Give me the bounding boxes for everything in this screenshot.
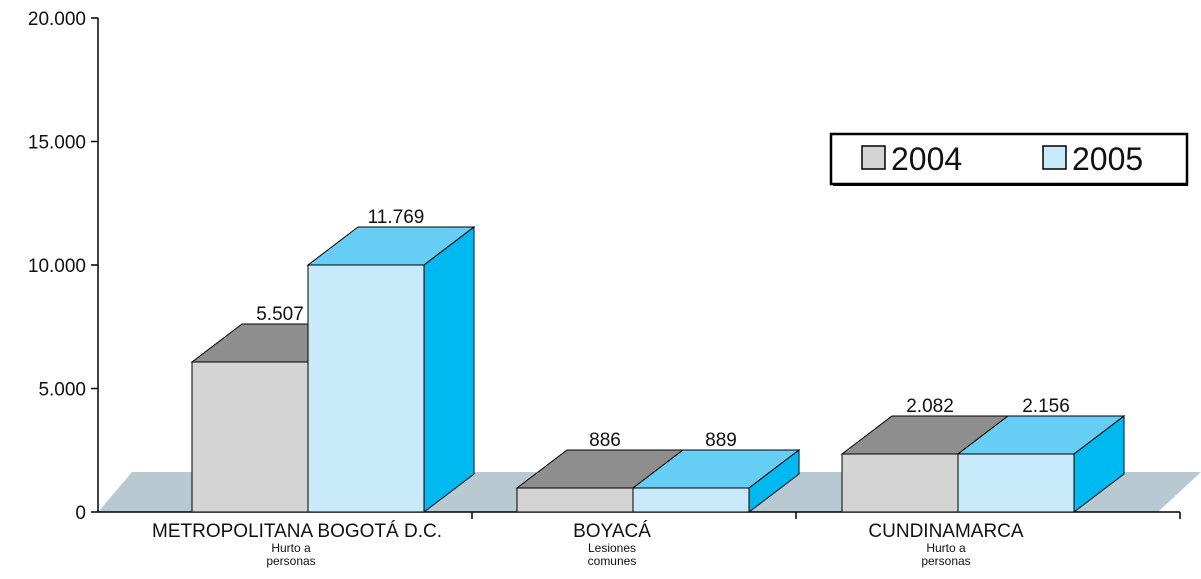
bar-front-face [841, 453, 959, 513]
bar-side-face [423, 225, 475, 514]
bar-front-face [191, 361, 309, 513]
legend-swatch-2004 [861, 145, 886, 170]
y-tick-label: 0 [75, 503, 86, 524]
data-label: 886 [589, 430, 621, 451]
data-label: 11.769 [368, 207, 425, 228]
bar-2004-2: 2.082 [840, 396, 1010, 513]
y-tick-label: 20.000 [28, 9, 86, 30]
y-axis: 0 5.000 10.000 15.000 20.000 [28, 9, 99, 524]
bar-front-face [307, 264, 425, 513]
x-tick-sublabel: Hurto a [271, 541, 311, 555]
data-label: 5.507 [256, 304, 304, 325]
x-tick-sublabel: comunes [588, 554, 637, 568]
x-tick-sublabel: personas [266, 554, 315, 568]
x-tick-label: METROPOLITANA BOGOTÁ D.C. [152, 521, 442, 542]
bar-front-face [516, 487, 634, 513]
x-tick-sublabel: Hurto a [926, 541, 966, 555]
bar-2005-2: 2.156 [956, 396, 1126, 514]
data-label: 2.082 [906, 396, 954, 417]
legend-box [829, 132, 1189, 186]
legend-label-2005: 2005 [1072, 141, 1143, 177]
bar-front-face [957, 453, 1075, 513]
legend: 2004 2005 [829, 132, 1189, 186]
bars: 5.507 11.769 886 889 2.082 2.156 [190, 207, 1126, 514]
bar-2005-1: 889 [631, 430, 801, 514]
bar-2005-0: 11.769 [306, 207, 476, 514]
x-tick-label: BOYACÁ [573, 521, 651, 542]
x-tick-label: CUNDINAMARCA [868, 521, 1024, 542]
data-label: 889 [705, 430, 737, 451]
y-tick-label: 15.000 [28, 133, 86, 154]
x-axis [98, 511, 1181, 519]
legend-swatch-2005 [1042, 145, 1067, 170]
x-tick-sublabel: Lesiones [588, 541, 636, 555]
y-tick-label: 10.000 [28, 256, 86, 277]
legend-label-2004: 2004 [891, 141, 962, 177]
x-tick-sublabel: personas [921, 554, 970, 568]
y-tick-label: 5.000 [38, 380, 86, 401]
bar-front-face [632, 487, 750, 513]
category-labels: METROPOLITANA BOGOTÁ D.C.Hurto apersonas… [152, 521, 1024, 568]
data-label: 2.156 [1022, 396, 1070, 417]
bar-2004-1: 886 [515, 430, 685, 513]
